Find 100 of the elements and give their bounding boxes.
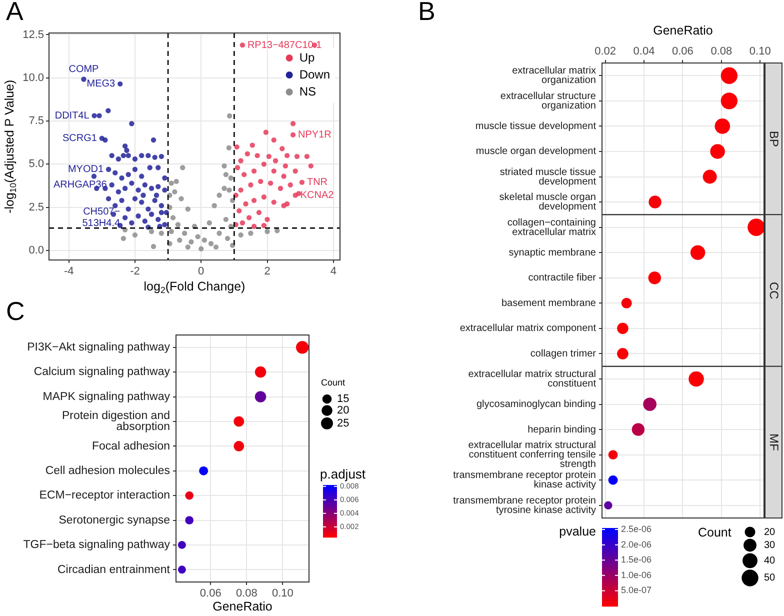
y-tick-label: Protein digestion and absorption <box>62 410 170 434</box>
point <box>271 168 276 174</box>
point <box>222 186 227 191</box>
text: CC <box>767 282 782 300</box>
legend-title: Count <box>698 525 732 540</box>
point <box>168 228 174 234</box>
point <box>250 142 255 148</box>
point <box>256 210 262 216</box>
text: A <box>6 0 24 26</box>
y-tick-label: MAPK signaling pathway <box>42 390 170 403</box>
legend-label: 40 <box>764 555 776 566</box>
point <box>282 163 288 169</box>
x-tick-label: 0.06 <box>200 588 222 600</box>
point <box>248 182 254 188</box>
point <box>261 222 267 228</box>
text: B <box>418 0 436 26</box>
point <box>170 215 176 220</box>
annotation: ARHGAP36 <box>53 180 108 191</box>
point <box>226 145 232 150</box>
annotation: NPY1R <box>298 130 332 141</box>
point <box>188 239 194 244</box>
point <box>246 215 252 220</box>
y-tick-label: basement membrane <box>502 298 596 309</box>
y-tick-label: ECM−receptor interaction <box>39 490 170 502</box>
point <box>167 192 172 198</box>
point <box>228 175 234 181</box>
point <box>271 200 276 205</box>
annotation: DDIT4L <box>54 110 90 122</box>
y-tick-label: extracellular matrix structural constituent conferring tensile strength <box>468 440 596 470</box>
legend-label: Down <box>299 67 330 82</box>
point <box>182 230 188 236</box>
point <box>120 236 126 242</box>
point <box>223 216 229 222</box>
x-tick-label: 0 <box>198 266 204 278</box>
y-tick-label: Circadian entrainment <box>57 564 171 576</box>
y-tick-label: synaptic membrane <box>508 247 596 258</box>
legend-label: 20 <box>764 526 776 538</box>
point <box>240 42 246 48</box>
y-tick-label: collagen trimer <box>530 348 597 360</box>
x-tick-label: 4 <box>330 266 336 278</box>
point <box>180 165 186 170</box>
legend-title: Count <box>321 377 346 388</box>
point <box>206 220 212 226</box>
point <box>238 187 244 193</box>
y-tick-label: 7.5 <box>28 115 44 128</box>
point <box>299 180 305 185</box>
legend-label: NS <box>299 84 316 98</box>
x-tick-label: 2 <box>264 266 270 278</box>
x-axis-title: GeneRatio <box>653 23 713 38</box>
point <box>261 194 267 200</box>
point <box>272 158 278 164</box>
annotation: TNR <box>306 177 328 188</box>
point <box>248 230 254 236</box>
point <box>284 201 290 206</box>
point <box>195 234 200 240</box>
y-tick-label: PI3K−Akt signaling pathway <box>27 342 170 354</box>
point <box>308 163 314 169</box>
point <box>234 165 240 170</box>
point <box>150 244 156 250</box>
x-tick-label: 0.08 <box>236 588 258 600</box>
point <box>266 154 272 160</box>
point <box>284 152 290 158</box>
point <box>175 222 181 228</box>
point <box>222 163 227 169</box>
y-tick-label: extracellular matrix component <box>460 323 596 334</box>
annotation: RP13−487C10.1 <box>247 40 322 51</box>
y-tick-label: extracellular structure organization <box>500 90 596 112</box>
point <box>263 130 269 135</box>
y-tick-label: Serotonergic synapse <box>58 514 170 526</box>
point <box>216 192 222 198</box>
x-tick-label: -2 <box>130 266 140 278</box>
point <box>251 224 257 229</box>
point <box>258 178 264 184</box>
point <box>242 172 247 178</box>
text: MF <box>767 434 782 451</box>
y-tick-label: muscle organ development <box>476 146 596 158</box>
text: BP <box>767 130 782 147</box>
point <box>132 232 138 238</box>
annotation: SCRG1 <box>62 133 98 144</box>
point <box>240 220 246 226</box>
point <box>268 180 274 186</box>
y-tick-label: TGF−beta signaling pathway <box>23 539 170 552</box>
annotation: CH507−513H4.4 <box>82 206 120 230</box>
legend-label: Up <box>299 50 315 64</box>
y-tick-label: collagen−containing extracellular matrix <box>507 217 596 238</box>
point <box>213 244 219 250</box>
annotation: MEG3 <box>86 78 116 90</box>
point <box>168 180 174 186</box>
point <box>264 216 270 222</box>
point <box>264 228 270 234</box>
legend-label: 20 <box>337 404 350 417</box>
annotation: MYOD1 <box>68 164 104 176</box>
point <box>226 113 232 118</box>
point <box>223 172 229 178</box>
point <box>185 206 190 212</box>
legend-label: 30 <box>764 540 776 551</box>
color-bar-title: pvalue <box>559 524 596 538</box>
color-bar-label: 1.5e-06 <box>621 554 652 565</box>
y-tick-label: Focal adhesion <box>92 440 170 452</box>
y-axis-title: -log10(Adjusted P Value) <box>2 80 18 214</box>
